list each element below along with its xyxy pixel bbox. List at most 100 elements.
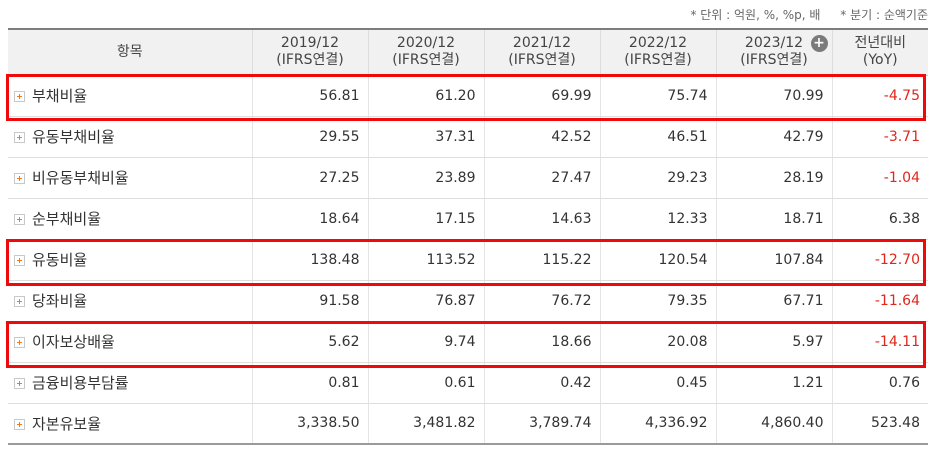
header-period-year: 2022/12 bbox=[628, 35, 688, 52]
value-cell: 70.99 bbox=[715, 75, 832, 117]
value-cell: 14.63 bbox=[483, 198, 600, 240]
value-cell: 4,860.40 bbox=[715, 403, 832, 445]
row-name-cell[interactable]: 비유동부채비율 bbox=[8, 157, 252, 199]
value-cell: 75.74 bbox=[599, 75, 716, 117]
value-cell: 76.72 bbox=[483, 280, 600, 322]
value-cell: 61.20 bbox=[367, 75, 484, 117]
value-cell: 69.99 bbox=[483, 75, 600, 117]
plus-square-icon[interactable] bbox=[14, 91, 25, 102]
value-cell: 115.22 bbox=[483, 239, 600, 281]
table-row: 당좌비율 91.58 76.87 76.72 79.35 67.71 -11.64 bbox=[8, 280, 928, 322]
table-row: 금융비용부담률 0.81 0.61 0.42 0.45 1.21 0.76 bbox=[8, 362, 928, 404]
value-cell: 4,336.92 bbox=[599, 403, 716, 445]
value-cell: 3,338.50 bbox=[251, 403, 368, 445]
header-yoy-label: 전년대비 bbox=[854, 35, 907, 52]
table-row: 유동비율 138.48 113.52 115.22 120.54 107.84 -12.70 bbox=[8, 239, 928, 281]
row-name-cell[interactable]: 금융비용부담률 bbox=[8, 362, 252, 404]
row-label: 순부채비율 bbox=[32, 210, 102, 228]
value-cell: 113.52 bbox=[367, 239, 484, 281]
header-period-year: 2020/12 bbox=[396, 35, 456, 52]
unit-note: * 단위 : 억원, %, %p, 배 * 분기 : 순액기준 bbox=[674, 6, 928, 23]
row-name-cell[interactable]: 부채비율 bbox=[8, 75, 252, 117]
header-period: 2020/12 (IFRS연결) bbox=[367, 28, 484, 76]
value-cell: 91.58 bbox=[251, 280, 368, 322]
value-cell: 76.87 bbox=[367, 280, 484, 322]
row-label: 비유동부채비율 bbox=[32, 169, 129, 187]
value-cell: 27.25 bbox=[251, 157, 368, 199]
value-cell: 37.31 bbox=[367, 116, 484, 158]
value-cell: 29.23 bbox=[599, 157, 716, 199]
value-cell: 0.61 bbox=[367, 362, 484, 404]
value-cell: 42.79 bbox=[715, 116, 832, 158]
value-cell: 12.33 bbox=[599, 198, 716, 240]
table-header-row: 항목 2019/12 (IFRS연결) 2020/12 (IFRS연결) 202… bbox=[8, 28, 928, 76]
row-label: 부채비율 bbox=[32, 87, 88, 105]
header-period-year: 2023/12 bbox=[744, 35, 804, 52]
value-cell: 18.66 bbox=[483, 321, 600, 363]
plus-square-icon[interactable] bbox=[14, 418, 25, 430]
row-name-cell[interactable]: 이자보상배율 bbox=[8, 321, 252, 363]
table-row: 순부채비율 18.64 17.15 14.63 12.33 18.71 6.38 bbox=[8, 198, 928, 240]
table-row: 유동부채비율 29.55 37.31 42.52 46.51 42.79 -3.71 bbox=[8, 116, 928, 158]
value-cell: 107.84 bbox=[715, 239, 832, 281]
table-row: 비유동부채비율 27.25 23.89 27.47 29.23 28.19 -1.04 bbox=[8, 157, 928, 199]
row-label: 유동비율 bbox=[32, 251, 88, 269]
value-cell: 29.55 bbox=[251, 116, 368, 158]
row-label: 당좌비율 bbox=[32, 292, 88, 310]
unit-label: * 단위 : 억원, %, %p, 배 bbox=[690, 8, 821, 22]
header-period-year: 2021/12 bbox=[512, 35, 572, 52]
value-cell: 5.97 bbox=[715, 321, 832, 363]
value-cell: 27.47 bbox=[483, 157, 600, 199]
financial-ratio-table: 항목 2019/12 (IFRS연결) 2020/12 (IFRS연결) 202… bbox=[8, 28, 928, 445]
value-cell: 0.81 bbox=[251, 362, 368, 404]
plus-circle-icon[interactable]: + bbox=[810, 35, 828, 52]
plus-square-icon[interactable] bbox=[14, 214, 25, 225]
row-name-cell[interactable]: 유동비율 bbox=[8, 239, 252, 281]
plus-square-icon[interactable] bbox=[14, 296, 25, 307]
value-cell: 23.89 bbox=[367, 157, 484, 199]
value-cell: 5.62 bbox=[251, 321, 368, 363]
yoy-cell: 523.48 bbox=[831, 403, 928, 445]
row-name-cell[interactable]: 유동부채비율 bbox=[8, 116, 252, 158]
value-cell: 1.21 bbox=[715, 362, 832, 404]
value-cell: 3,481.82 bbox=[367, 403, 484, 445]
value-cell: 42.52 bbox=[483, 116, 600, 158]
value-cell: 0.42 bbox=[483, 362, 600, 404]
yoy-cell: -14.11 bbox=[831, 321, 928, 363]
yoy-cell: 6.38 bbox=[831, 198, 928, 240]
table-row: 이자보상배율 5.62 9.74 18.66 20.08 5.97 -14.11 bbox=[8, 321, 928, 363]
row-label: 금융비용부담률 bbox=[32, 374, 129, 392]
plus-square-icon[interactable] bbox=[14, 337, 25, 348]
header-period-basis: (IFRS연결) bbox=[276, 52, 344, 69]
yoy-cell: -11.64 bbox=[831, 280, 928, 322]
plus-square-icon[interactable] bbox=[14, 378, 25, 389]
header-period: 2019/12 (IFRS연결) bbox=[251, 28, 368, 76]
plus-square-icon[interactable] bbox=[14, 132, 25, 143]
row-name-cell[interactable]: 자본유보율 bbox=[8, 403, 252, 445]
yoy-cell: -12.70 bbox=[831, 239, 928, 281]
yoy-cell: -1.04 bbox=[831, 157, 928, 199]
quarter-basis-label: * 분기 : 순액기준 bbox=[840, 8, 928, 22]
value-cell: 18.71 bbox=[715, 198, 832, 240]
plus-square-icon[interactable] bbox=[14, 255, 25, 266]
value-cell: 0.45 bbox=[599, 362, 716, 404]
header-period-year: 2019/12 bbox=[280, 35, 340, 52]
header-period-basis: (IFRS연결) bbox=[624, 52, 692, 69]
header-period: 2022/12 (IFRS연결) bbox=[599, 28, 716, 76]
plus-square-icon[interactable] bbox=[14, 173, 25, 184]
value-cell: 120.54 bbox=[599, 239, 716, 281]
row-name-cell[interactable]: 순부채비율 bbox=[8, 198, 252, 240]
header-period-basis: (IFRS연결) bbox=[508, 52, 576, 69]
value-cell: 138.48 bbox=[251, 239, 368, 281]
table-row: 부채비율 56.81 61.20 69.99 75.74 70.99 -4.75 bbox=[8, 75, 928, 117]
header-yoy-sub: (YoY) bbox=[862, 52, 898, 69]
value-cell: 79.35 bbox=[599, 280, 716, 322]
row-label: 유동부채비율 bbox=[32, 128, 115, 146]
yoy-cell: -3.71 bbox=[831, 116, 928, 158]
value-cell: 9.74 bbox=[367, 321, 484, 363]
value-cell: 56.81 bbox=[251, 75, 368, 117]
header-period-basis: (IFRS연결) bbox=[392, 52, 460, 69]
header-period: 2023/12 (IFRS연결) + bbox=[715, 28, 832, 76]
row-name-cell[interactable]: 당좌비율 bbox=[8, 280, 252, 322]
value-cell: 17.15 bbox=[367, 198, 484, 240]
